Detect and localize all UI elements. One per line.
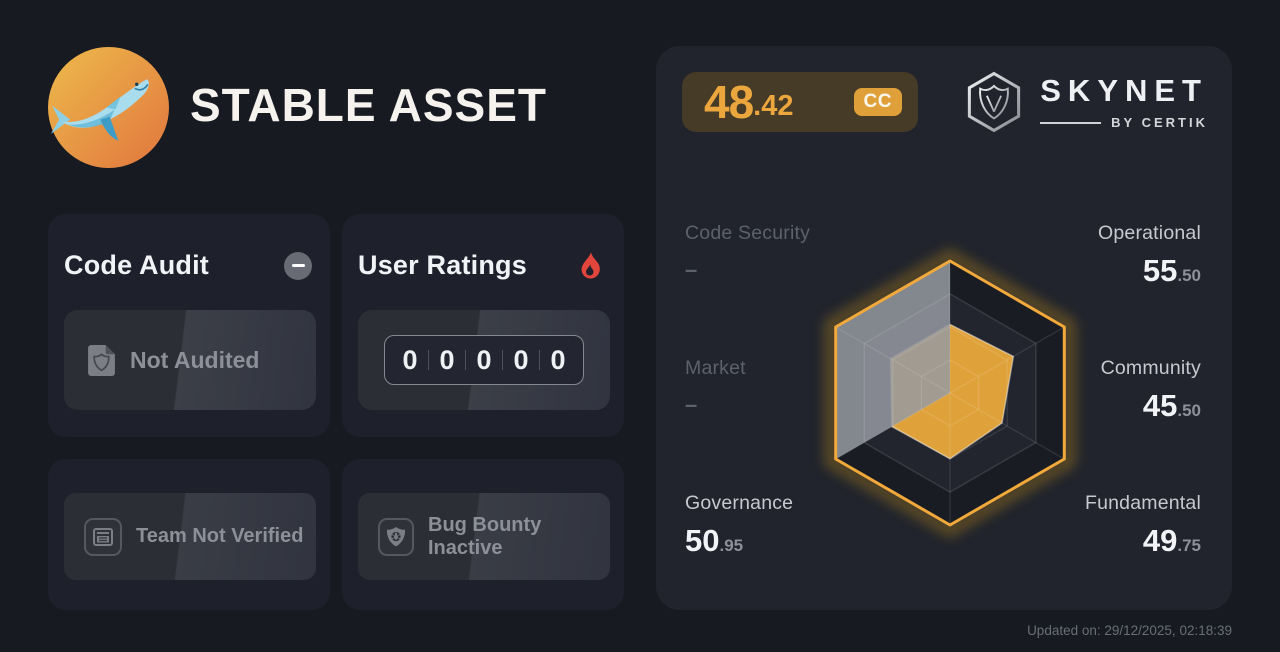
counter-digit: 0 <box>439 344 455 375</box>
code-audit-status-label: Not Audited <box>130 346 260 373</box>
counter-digit: 0 <box>476 344 492 375</box>
brand-dash <box>1040 121 1102 124</box>
axis-value: 45.50 <box>1142 388 1201 423</box>
user-ratings-title: User Ratings <box>358 250 527 280</box>
brand-byline: BY CERTIK <box>1111 115 1208 130</box>
axis-community: Community 45.50 <box>951 357 1201 424</box>
code-audit-status-pill: Not Audited <box>64 310 316 410</box>
team-verification-card: Team Not Verified <box>48 459 330 610</box>
bug-bounty-card: Bug Bounty Inactive <box>342 459 624 610</box>
axis-value: 49.75 <box>1142 523 1201 558</box>
counter-digit: 0 <box>550 344 566 375</box>
axis-code-security: Code Security – <box>685 222 935 283</box>
security-score-badge: 48 .42 CC <box>682 72 918 132</box>
flame-icon <box>581 251 600 279</box>
axis-value: 50.95 <box>685 523 744 558</box>
bug-bounty-status-pill: Bug Bounty Inactive <box>358 493 610 580</box>
axis-fundamental: Fundamental 49.75 <box>951 492 1201 559</box>
code-audit-title: Code Audit <box>64 250 209 280</box>
radar-glow <box>824 248 1076 538</box>
brand-name: SKYNET <box>1040 73 1208 108</box>
team-status-pill: Team Not Verified <box>64 493 316 580</box>
counter-digit: 0 <box>402 344 418 375</box>
minus-icon[interactable] <box>284 251 312 280</box>
audit-file-shield-icon <box>88 344 115 376</box>
page-title: STABLE ASSET <box>190 79 548 131</box>
score-grade-badge: CC <box>853 88 902 116</box>
whale-icon <box>48 47 169 168</box>
skynet-brand[interactable]: SKYNET BY CERTIK <box>962 68 1208 136</box>
axis-governance: Governance 50.95 <box>685 492 935 559</box>
token-logo <box>48 47 169 168</box>
skynet-radar-chart <box>824 248 1076 538</box>
axis-missing-value: – <box>685 392 698 417</box>
score-decimal: .42 <box>753 89 794 122</box>
axis-missing-value: – <box>685 257 698 282</box>
team-status-label: Team Not Verified <box>136 525 304 547</box>
radar-outline <box>834 259 1066 527</box>
code-audit-card: Code Audit Not Audited <box>48 214 330 437</box>
bug-shield-icon <box>378 517 414 556</box>
updated-timestamp: Updated on: 29/12/2025, 02:18:39 <box>1027 623 1232 638</box>
bug-bounty-status-label: Bug Bounty Inactive <box>428 513 542 559</box>
id-card-icon <box>84 517 122 556</box>
skynet-panel: 48 .42 CC SKYNET BY CERTIK <box>656 46 1232 610</box>
certik-hexagon-shield-icon <box>968 71 1021 133</box>
score-integer: 48 <box>704 76 754 128</box>
counter-digit: 0 <box>513 344 529 375</box>
axis-operational: Operational 55.50 <box>951 222 1201 289</box>
axis-value: 55.50 <box>1142 253 1201 288</box>
axis-market: Market – <box>685 357 935 418</box>
